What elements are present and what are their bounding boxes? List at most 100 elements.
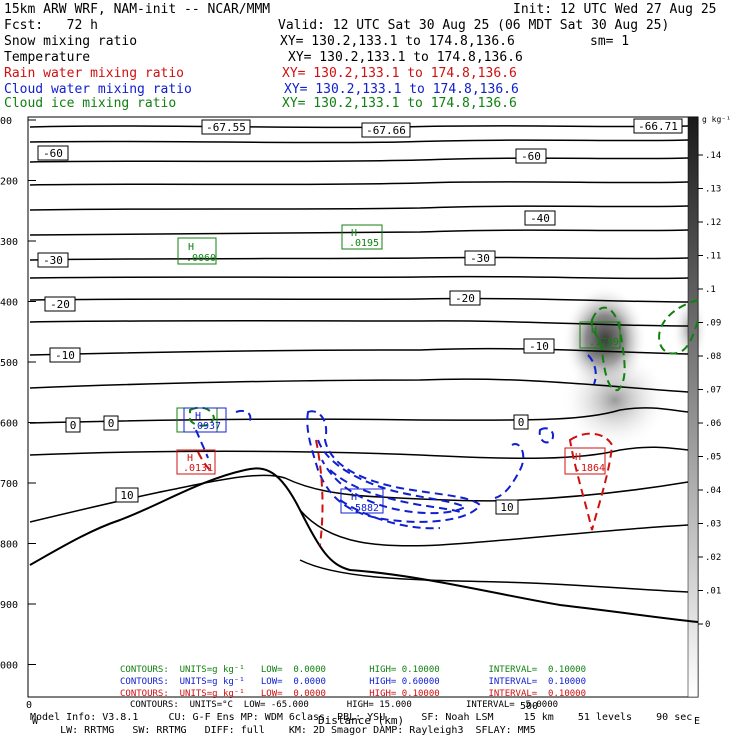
isotherm-6 — [29, 229, 689, 236]
init-time: Init: 12 UTC Wed 27 Aug 25 — [513, 2, 717, 17]
svg-text:H: H — [351, 228, 357, 239]
x-tick-500: 500 — [520, 701, 538, 712]
field-label-cloud-water: Cloud water mixing ratio — [4, 82, 192, 97]
svg-text:.0937: .0937 — [191, 421, 221, 432]
isotherm-2 — [29, 139, 689, 144]
legend-temperature: CONTOURS: UNITS=°C LOW= -65.000 HIGH= 15… — [130, 700, 559, 710]
svg-text:-40: -40 — [530, 212, 550, 225]
colorbar-tick-label: .13 — [705, 185, 721, 195]
pressure-tick-label: 600 — [0, 419, 18, 430]
terrain-surface — [29, 467, 699, 623]
svg-text:.0060: .0060 — [186, 253, 216, 264]
isotherm-14 — [29, 446, 689, 460]
field-xy-snow: XY= 130.2,133.1 to 174.8,136.6 — [280, 34, 515, 49]
colorbar — [687, 116, 699, 698]
svg-text:.0131: .0131 — [183, 463, 213, 474]
svg-text:-66.71: -66.71 — [638, 120, 678, 133]
svg-text:H: H — [195, 411, 201, 422]
svg-text:-60: -60 — [43, 147, 63, 160]
cloud-ice-contours — [189, 299, 699, 427]
legend-cloud-ice: CONTOURS: UNITS=g kg⁻¹ LOW= 0.0000 HIGH=… — [120, 665, 586, 675]
colorbar-tick-label: .1 — [705, 285, 716, 295]
svg-text:H: H — [575, 452, 581, 463]
isotherm-7 — [29, 256, 689, 261]
isotherm-4 — [29, 181, 689, 186]
pressure-tick-label: 500 — [0, 358, 18, 369]
valid-time: Valid: 12 UTC Sat 30 Aug 25 (06 MDT Sat … — [278, 18, 670, 33]
pressure-tick-label: 900 — [0, 600, 18, 611]
svg-text:.1864: .1864 — [575, 463, 605, 474]
svg-text:0: 0 — [108, 417, 115, 430]
svg-text:H: H — [351, 492, 357, 503]
pressure-tick-label: 300 — [0, 237, 18, 248]
temperature-contours — [29, 125, 689, 593]
smoothing-label: sm= 1 — [590, 34, 630, 49]
colorbar-tick-label: .08 — [705, 352, 721, 362]
colorbar-tick-label: .11 — [705, 252, 721, 262]
rain-contours — [197, 432, 614, 546]
colorbar-units: g kg⁻¹ — [702, 115, 731, 124]
isotherm-10 — [29, 320, 689, 327]
field-label-temperature: Temperature — [4, 50, 91, 65]
colorbar-tick-label: .12 — [705, 218, 721, 228]
pressure-tick-label: 700 — [0, 479, 18, 490]
model-title: 15km ARW WRF, NAM-init -- NCAR/MMM — [4, 2, 271, 17]
forecast-hour: Fcst: 72 h — [4, 18, 98, 33]
isotherm-9 — [29, 297, 689, 303]
isotherm-12 — [29, 378, 689, 393]
max-labels: H .0060 H .0195 H .1799 H .0937 H .0131 … — [176, 224, 621, 514]
colorbar-ticks: .14 .13 .12 .11 .1 .09 .08 .07 .06 .05 .04 .03 .02 .0… — [698, 151, 721, 630]
colorbar-tick-label: .14 — [705, 151, 721, 161]
colorbar-tick-label: .04 — [705, 486, 721, 496]
legend-rain: CONTOURS: UNITS=g kg⁻¹ LOW= 0.0000 HIGH=… — [120, 689, 586, 699]
svg-text:-10: -10 — [529, 340, 549, 353]
pressure-tick-label: 00 — [0, 116, 12, 127]
pressure-tick-label: 000 — [0, 661, 18, 672]
isotherm-13 — [29, 407, 689, 424]
legend-cloud-water: CONTOURS: UNITS=g kg⁻¹ LOW= 0.0000 HIGH=… — [120, 677, 586, 687]
svg-text:.1799: .1799 — [589, 337, 619, 348]
x-end-right: E — [694, 716, 700, 727]
isotherm-1 — [29, 125, 689, 129]
field-xy-cloud-ice: XY= 130.2,133.1 to 174.8,136.6 — [282, 96, 517, 111]
svg-text:10: 10 — [500, 501, 513, 514]
svg-text:-60: -60 — [521, 150, 541, 163]
svg-text:-10: -10 — [55, 349, 75, 362]
colorbar-tick-label: .06 — [705, 419, 721, 429]
temperature-labels: -67.55 -67.66 -66.71 -60 -60 -40 -30 -30… — [37, 118, 683, 515]
field-label-rain: Rain water mixing ratio — [4, 66, 185, 81]
colorbar-tick-label: .05 — [705, 453, 721, 463]
isotherm-3 — [29, 157, 689, 163]
colorbar-tick-label: .07 — [705, 386, 721, 396]
colorbar-tick-label: 0 — [705, 620, 710, 630]
svg-text:0: 0 — [518, 416, 525, 429]
svg-text:.5882: .5882 — [349, 503, 379, 514]
x-tick-0: 0 — [26, 700, 32, 711]
svg-text:0: 0 — [70, 419, 77, 432]
colorbar-tick-label: .01 — [705, 587, 721, 597]
svg-text:H: H — [188, 242, 194, 253]
isotherm-17 — [299, 559, 689, 593]
svg-text:10: 10 — [120, 489, 133, 502]
colorbar-tick-label: .09 — [705, 319, 721, 329]
isotherm-8 — [29, 275, 689, 280]
field-label-cloud-ice: Cloud ice mixing ratio — [4, 96, 177, 111]
model-physics: LW: RRTMG SW: RRTMG DIFF: full KM: 2D Sm… — [30, 725, 536, 736]
field-xy-rain: XY= 130.2,133.1 to 174.8,136.6 — [282, 66, 517, 81]
field-xy-temperature: XY= 130.2,133.1 to 174.8,136.6 — [288, 50, 523, 65]
x-axis-label: Distance (km) — [318, 714, 404, 727]
pressure-axis: 00 200 300 400 500 600 700 800 900 000 — [0, 116, 36, 672]
svg-text:-67.55: -67.55 — [206, 121, 246, 134]
pressure-tick-label: 800 — [0, 540, 18, 551]
colorbar-tick-label: .02 — [705, 553, 721, 563]
svg-text:-67.66: -67.66 — [366, 124, 406, 137]
pressure-tick-label: 400 — [0, 298, 18, 309]
svg-text:H: H — [591, 325, 597, 336]
svg-text:H: H — [187, 453, 193, 464]
cloud-water-contours — [195, 354, 597, 530]
pressure-tick-label: 200 — [0, 177, 18, 188]
snow-shading — [560, 285, 708, 450]
x-end-left: W — [32, 716, 39, 727]
field-xy-cloud-water: XY= 130.2,133.1 to 174.8,136.6 — [284, 82, 519, 97]
